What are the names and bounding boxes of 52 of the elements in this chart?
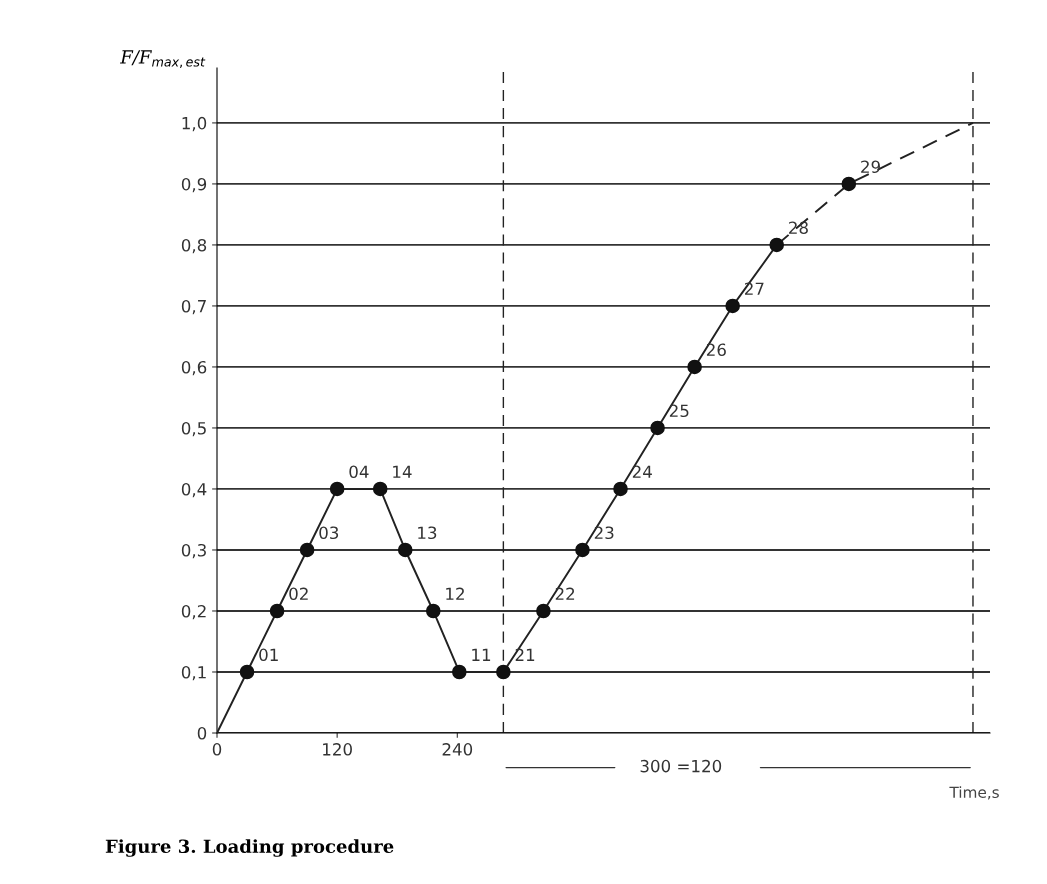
annotation: 26 [706,343,726,357]
annotation: 25 [669,404,689,418]
point [613,481,628,497]
x-axis-title: Time,s [949,786,999,800]
annotation: 28 [789,221,808,235]
point [725,298,740,314]
annotation: 21 [515,648,535,661]
y-tick-label: 0,6 [181,360,207,376]
annotation: 24 [632,465,652,478]
annotation: 03 [319,526,339,540]
point [687,359,702,375]
y-tick-label: 0,4 [181,482,207,498]
annotation: 22 [555,587,575,600]
point [496,664,511,680]
x-tick-label: 0 [212,743,222,756]
x-tick-label: 120 [323,743,352,756]
y-tick-label: 0,9 [181,177,207,193]
point [650,420,665,436]
caption: Figure 3. Loading procedure [105,839,394,857]
y-tick-label: 0 [197,726,207,740]
annotation: 02 [289,587,308,601]
annotation: 12 [446,587,464,600]
x-tick-label: 240 [442,743,473,756]
point [452,664,467,680]
y-tick-label: 0,1 [181,665,206,681]
point [425,603,441,619]
annotation: 27 [745,282,764,295]
annotation: 01 [259,648,278,662]
y-tick-label: 0,7 [181,299,206,315]
y-axis-title: F/F$_{max,est}$ [120,50,206,68]
y-tick-label: 0,5 [181,421,206,437]
annotation: 11 [472,648,491,661]
annotation: 04 [349,465,369,479]
annotation: 13 [418,526,437,540]
point [239,664,255,680]
y-tick-label: 0,3 [181,543,206,559]
point [575,542,590,558]
text: 300 =120 [640,759,722,773]
y-tick-label: 1,0 [182,116,207,132]
annotation: 14 [393,465,412,478]
point [841,176,857,192]
point [299,542,315,558]
point [329,481,345,497]
point [397,542,413,558]
point [769,237,785,253]
point [269,603,285,619]
y-tick-label: 0,8 [181,238,207,254]
point [372,481,388,497]
point [536,603,551,619]
annotation: 23 [594,526,614,540]
y-tick-label: 0,2 [181,604,206,620]
annotation: 29 [861,160,880,174]
